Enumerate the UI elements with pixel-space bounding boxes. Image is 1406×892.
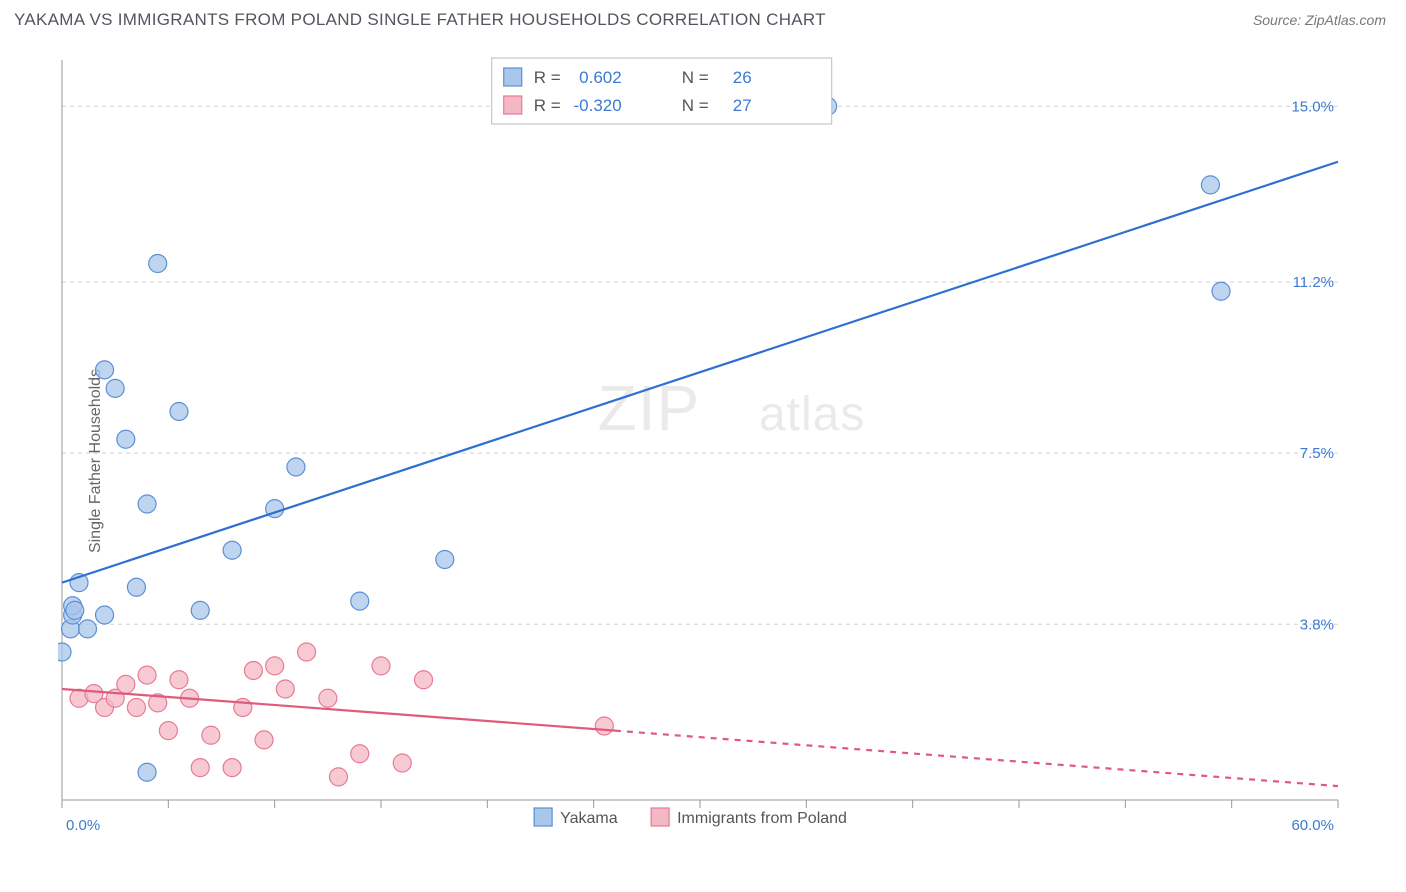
data-point [244,662,262,680]
data-point [276,680,294,698]
data-point [159,722,177,740]
legend-swatch [651,808,669,826]
corr-n-value: 26 [733,68,752,87]
data-point [266,657,284,675]
data-point [106,379,124,397]
data-point [191,759,209,777]
watermark-text: ZIP [598,372,701,444]
data-point [298,643,316,661]
corr-n-value: 27 [733,96,752,115]
chart-title: YAKAMA VS IMMIGRANTS FROM POLAND SINGLE … [14,10,826,30]
data-point [191,601,209,619]
data-point [595,717,613,735]
corr-n-label: N = [682,68,709,87]
legend-label: Yakama [560,810,618,827]
regression-line [62,162,1338,583]
y-tick-label: 3.8% [1300,616,1334,633]
data-point [79,620,97,638]
corr-swatch [504,96,522,114]
scatter-plot-svg: 3.8% 7.5% 11.2% 15.0% 0.0% 60.0% ZIP atlas R = 0.… [58,50,1378,850]
header-bar: YAKAMA VS IMMIGRANTS FROM POLAND SINGLE … [0,0,1406,36]
data-point [127,699,145,717]
data-point [117,675,135,693]
data-point [223,759,241,777]
data-point [287,458,305,476]
y-tick-label: 11.2% [1293,274,1334,291]
data-point [127,578,145,596]
data-point [351,592,369,610]
data-point [415,671,433,689]
source-prefix: Source: [1253,12,1305,28]
chart-container: Single Father Households 3.8%7.5%11.2%15… [14,42,1392,880]
data-point [58,643,71,661]
watermark-sub-text: atlas [759,388,865,441]
plot-area: 3.8% 7.5% 11.2% 15.0% 0.0% 60.0% ZIP atlas R = 0.… [58,50,1378,850]
y-tick-label: 7.5% [1300,445,1334,462]
data-point [117,430,135,448]
data-point [372,657,390,675]
legend-swatch [534,808,552,826]
data-point [149,255,167,273]
data-point [66,601,84,619]
data-point [138,666,156,684]
source-credit: Source: ZipAtlas.com [1253,12,1386,28]
data-point [96,361,114,379]
data-point [255,731,273,749]
corr-r-label: R = [534,96,561,115]
x-tick-label-max: 60.0% [1291,817,1334,834]
data-point [223,541,241,559]
legend-label: Immigrants from Poland [677,810,847,827]
corr-r-label: R = [534,68,561,87]
corr-swatch [504,68,522,86]
data-point [319,689,337,707]
data-point [351,745,369,763]
corr-n-label: N = [682,96,709,115]
data-point [138,763,156,781]
corr-r-value: 0.602 [579,68,622,87]
y-tick-label: 15.0% [1291,98,1334,115]
data-point [170,403,188,421]
data-point [138,495,156,513]
data-point [436,551,454,569]
data-point [170,671,188,689]
source-name: ZipAtlas.com [1305,12,1386,28]
regression-line-dashed [615,731,1338,787]
x-tick-label-min: 0.0% [66,817,100,834]
data-point [1201,176,1219,194]
data-point [202,726,220,744]
data-point [1212,282,1230,300]
data-point [329,768,347,786]
corr-r-value: -0.320 [574,96,622,115]
data-point [393,754,411,772]
data-point [96,606,114,624]
